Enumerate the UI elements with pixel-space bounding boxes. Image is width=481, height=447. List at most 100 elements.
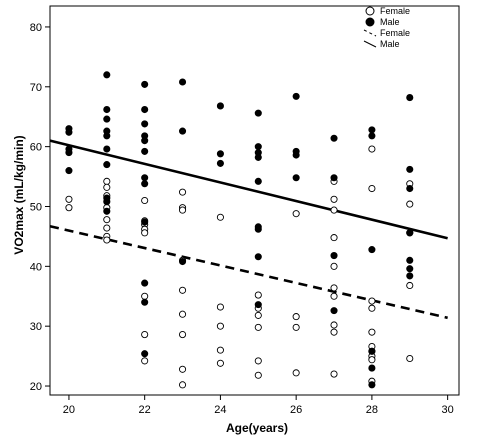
legend-line-male: [363, 40, 377, 48]
point-female: [141, 357, 149, 365]
point-male: [103, 132, 111, 140]
point-male: [141, 80, 149, 88]
point-male: [141, 120, 149, 128]
legend-marker-female: [365, 6, 375, 16]
x-axis: 20 22 24 26 28 30: [63, 395, 454, 416]
point-male: [65, 149, 73, 157]
point-male: [103, 207, 111, 215]
legend-marker-male: [365, 17, 375, 27]
point-female: [330, 292, 338, 300]
point-female: [330, 206, 338, 214]
point-female: [178, 381, 187, 389]
point-male: [103, 198, 111, 206]
point-male: [406, 265, 414, 273]
legend-label: Female: [380, 6, 410, 16]
y-tick-label: 80: [30, 22, 42, 34]
point-female: [368, 145, 376, 153]
point-female: [330, 321, 338, 329]
point-male: [406, 184, 414, 193]
point-female: [103, 236, 111, 244]
point-male: [216, 102, 224, 110]
point-female: [292, 369, 300, 377]
point-male: [368, 381, 376, 389]
point-male: [65, 128, 73, 136]
point-male: [406, 165, 414, 173]
point-female: [216, 359, 224, 367]
x-tick-label: 22: [139, 404, 151, 416]
point-male: [141, 298, 149, 306]
point-male: [103, 105, 111, 114]
point-male: [65, 167, 73, 175]
point-male: [216, 150, 224, 158]
point-female: [368, 184, 376, 193]
point-female: [178, 310, 187, 318]
point-female: [254, 311, 262, 319]
point-male: [254, 109, 262, 117]
point-female: [292, 210, 300, 218]
point-male: [216, 159, 224, 167]
y-tick-label: 50: [30, 201, 42, 213]
point-female: [65, 204, 73, 212]
point-male: [141, 147, 149, 155]
legend-label: Female: [380, 28, 410, 38]
point-male: [103, 71, 111, 79]
point-male: [330, 134, 338, 142]
point-female: [103, 216, 111, 224]
point-male: [368, 364, 376, 372]
point-female: [368, 297, 376, 305]
point-female: [330, 328, 338, 336]
point-female: [141, 292, 149, 300]
legend-label: Male: [380, 39, 400, 49]
point-female: [141, 229, 149, 237]
point-male: [178, 78, 187, 86]
point-female: [292, 313, 300, 321]
point-male: [406, 272, 414, 280]
point-male: [254, 253, 262, 261]
y-axis-title: VO2max (mL/kg/min): [12, 135, 26, 254]
legend-label: Male: [380, 17, 400, 27]
point-male: [141, 279, 149, 287]
point-male: [103, 115, 111, 123]
plot-frame: [49, 5, 460, 396]
x-tick-label: 20: [63, 404, 75, 416]
x-tick-label: 28: [366, 404, 378, 416]
point-male: [292, 151, 300, 159]
point-male: [141, 105, 149, 114]
point-female: [178, 188, 187, 196]
fit-line-male: [49, 139, 448, 240]
point-male: [254, 143, 262, 151]
point-male: [368, 132, 376, 140]
point-male: [254, 153, 262, 161]
point-male: [330, 252, 338, 260]
y-axis: 20 30 40 50 60 70 80: [30, 22, 50, 393]
point-male: [141, 174, 149, 182]
point-female: [368, 356, 376, 364]
fit-line-female: [49, 224, 448, 320]
point-male: [292, 92, 300, 100]
point-female: [141, 331, 149, 339]
y-tick-label: 60: [30, 142, 42, 154]
data-points: [65, 71, 414, 389]
point-female: [254, 371, 262, 379]
point-male: [254, 177, 262, 185]
point-female: [216, 213, 224, 221]
point-female: [330, 195, 338, 203]
point-female: [292, 323, 300, 331]
x-axis-title: Age(years): [226, 421, 288, 435]
point-male: [368, 246, 376, 254]
point-female: [368, 328, 376, 336]
point-male: [292, 174, 300, 182]
y-tick-label: 20: [30, 381, 42, 393]
point-female: [330, 262, 338, 270]
point-male: [406, 94, 414, 102]
point-male: [141, 180, 149, 188]
x-tick-label: 26: [290, 404, 302, 416]
point-female: [254, 291, 262, 299]
point-female: [178, 331, 187, 339]
point-male: [103, 145, 111, 153]
point-female: [141, 196, 149, 205]
point-female: [178, 206, 187, 214]
y-tick-label: 30: [30, 321, 42, 333]
point-female: [254, 357, 262, 365]
